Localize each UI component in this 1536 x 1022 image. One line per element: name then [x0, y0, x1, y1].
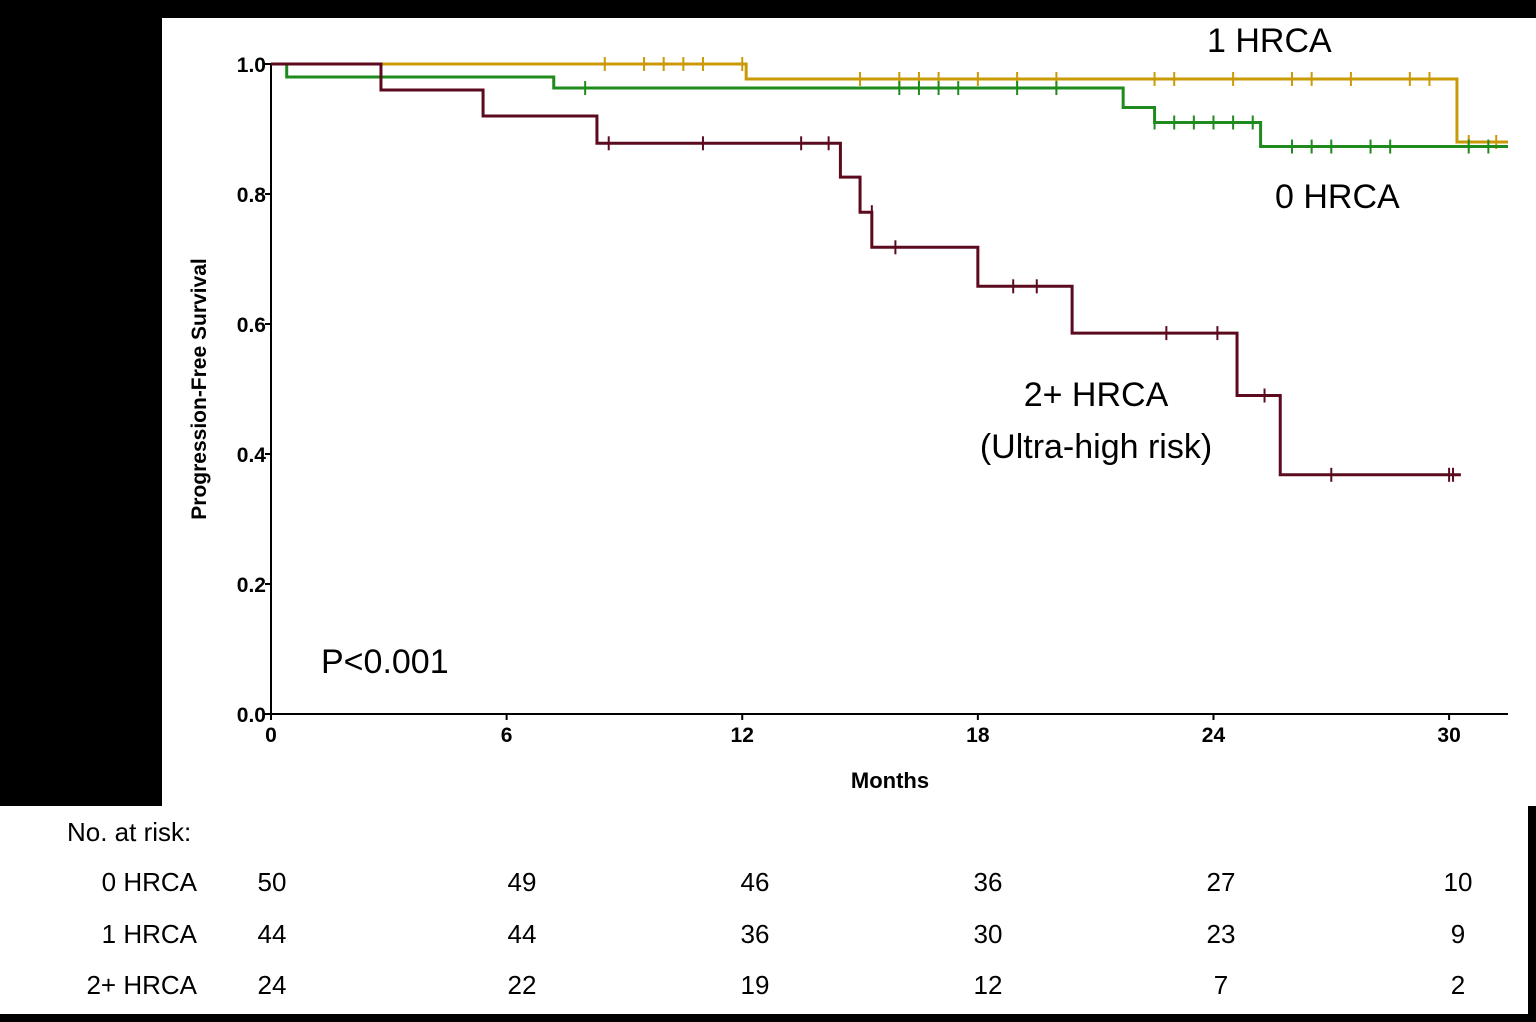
- series-label-2plus-hrca: 2+ HRCA: [1024, 376, 1169, 414]
- x-tick-label: 0: [265, 724, 277, 747]
- survival-curves: [271, 57, 1508, 482]
- risk-value: 19: [740, 970, 770, 1000]
- x-tick-label: 18: [966, 724, 990, 747]
- y-ticks: 0.0 0.2 0.4 0.6 0.8 1.0: [237, 54, 271, 727]
- risk-value: 44: [507, 919, 537, 949]
- risk-value: 22: [507, 970, 537, 1000]
- risk-value: 49: [507, 867, 537, 897]
- risk-value: 10: [1443, 867, 1473, 897]
- y-axis-label: Progression-Free Survival: [188, 258, 211, 519]
- y-tick-label: 1.0: [237, 54, 266, 77]
- risk-table-title: No. at risk:: [67, 817, 192, 847]
- risk-value: 12: [973, 970, 1003, 1000]
- risk-value: 7: [1213, 970, 1229, 1000]
- p-value-annotation: P<0.001: [321, 643, 449, 681]
- y-tick-label: 0.2: [237, 574, 266, 597]
- risk-value: 46: [740, 867, 770, 897]
- x-axis-label: Months: [851, 768, 929, 793]
- risk-table: No. at risk: 0 HRCA 50 49 46 36 27 10 1 …: [0, 806, 1528, 1014]
- series-label-ultra-high-risk: (Ultra-high risk): [980, 428, 1212, 466]
- risk-value: 44: [257, 919, 287, 949]
- x-ticks: 0 6 12 18 24 30: [265, 714, 1461, 747]
- series-label-1-hrca: 1 HRCA: [1207, 22, 1332, 60]
- x-tick-label: 30: [1437, 724, 1460, 747]
- risk-value: 36: [740, 919, 770, 949]
- x-tick-label: 24: [1202, 724, 1226, 747]
- risk-value: 27: [1206, 867, 1236, 897]
- risk-value: 23: [1206, 919, 1236, 949]
- x-tick-label: 6: [501, 724, 513, 747]
- risk-value: 50: [257, 867, 287, 897]
- risk-row-label: 1 HRCA: [101, 919, 197, 949]
- y-tick-label: 0.6: [237, 314, 266, 337]
- survival-curve-0-hrca: [271, 62, 1508, 149]
- risk-value: 9: [1450, 919, 1466, 949]
- km-plot: 0.0 0.2 0.4 0.6 0.8 1.0 0 6 12 18 24 30 Progressio…: [188, 22, 1508, 793]
- y-tick-label: 0.8: [237, 184, 267, 207]
- x-tick-label: 12: [731, 724, 754, 747]
- axes: [270, 64, 1508, 715]
- risk-row-label: 2+ HRCA: [86, 970, 197, 1000]
- y-tick-label: 0.0: [237, 704, 266, 727]
- y-tick-label: 0.4: [237, 444, 267, 467]
- risk-value: 36: [973, 867, 1003, 897]
- risk-value: 30: [973, 919, 1003, 949]
- plot-panel: 0.0 0.2 0.4 0.6 0.8 1.0 0 6 12 18 24 30 Progressio…: [162, 18, 1536, 806]
- survival-curve-1-hrca: [271, 62, 1508, 144]
- risk-value: 24: [257, 970, 287, 1000]
- survival-curve-2plus-hrca: [271, 62, 1461, 477]
- series-label-0-hrca: 0 HRCA: [1275, 178, 1400, 216]
- risk-row-label: 0 HRCA: [101, 867, 197, 897]
- risk-value: 2: [1450, 970, 1466, 1000]
